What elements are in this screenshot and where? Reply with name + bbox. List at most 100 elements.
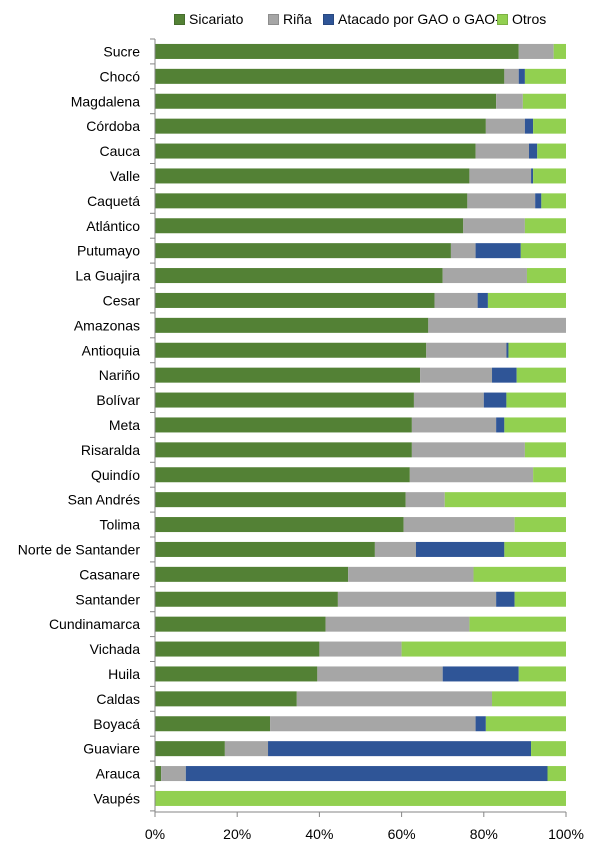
bar-segment-vichada-rina: [319, 641, 402, 657]
bar-segment-meta-otros: [504, 417, 566, 433]
category-label-san-andres: San Andrés: [68, 492, 140, 508]
bar-segment-santander-otros: [514, 591, 566, 607]
bar-segment-cordoba-otros: [533, 118, 566, 134]
x-tick-label-40pct: 40%: [305, 826, 333, 842]
bar-segment-meta-atacado-por-gao-o-gao-r: [496, 417, 505, 433]
bar-segment-tolima-otros: [514, 517, 566, 533]
legend-swatch-atacado: [323, 13, 334, 25]
bar-segment-narino-sicariato: [155, 367, 421, 383]
bar-segment-guaviare-rina: [224, 741, 269, 757]
category-label-meta: Meta: [109, 417, 140, 433]
category-label-magdalena: Magdalena: [71, 93, 140, 109]
category-label-risaralda: Risaralda: [81, 442, 140, 458]
category-label-tolima: Tolima: [100, 517, 141, 533]
bar-segment-atlantico-sicariato: [155, 218, 464, 234]
category-label-vaupes: Vaupés: [94, 790, 140, 806]
bar-segment-quindio-otros: [533, 467, 566, 483]
bar-segment-valle-rina: [469, 168, 532, 184]
category-label-atlantico: Atlántico: [86, 218, 140, 234]
bar-segment-boyaca-atacado-por-gao-o-gao-r: [475, 716, 486, 732]
bar-segment-atlantico-rina: [463, 218, 525, 234]
bar-segment-choco-atacado-por-gao-o-gao-r: [518, 68, 525, 84]
bar-segment-cesar-rina: [434, 292, 478, 308]
bar-segment-bolivar-otros: [506, 392, 566, 408]
bar-segment-risaralda-rina: [411, 442, 525, 458]
bar-segment-guaviare-sicariato: [155, 741, 225, 757]
bar-segment-antioquia-otros: [508, 342, 566, 358]
category-label-norte-de-santander: Norte de Santander: [18, 541, 141, 557]
bar-segment-santander-sicariato: [155, 591, 338, 607]
category-label-choco: Chocó: [100, 68, 141, 84]
bar-segment-amazonas-rina: [428, 317, 566, 333]
category-label-putumayo: Putumayo: [77, 243, 140, 259]
category-label-cundinamarca: Cundinamarca: [49, 616, 140, 632]
category-label-huila: Huila: [108, 666, 140, 682]
category-label-sucre: Sucre: [103, 43, 140, 59]
bar-segment-cordoba-atacado-por-gao-o-gao-r: [524, 118, 534, 134]
bar-segment-san-andres-sicariato: [155, 492, 406, 508]
bar-segment-caqueta-otros: [541, 193, 566, 209]
bar-segment-cordoba-rina: [485, 118, 525, 134]
bar-segment-amazonas-sicariato: [155, 317, 429, 333]
bar-segment-caqueta-atacado-por-gao-o-gao-r: [535, 193, 542, 209]
bar-segment-antioquia-rina: [426, 342, 507, 358]
bar-segment-cesar-sicariato: [155, 292, 435, 308]
legend-label-otros: Otros: [512, 11, 547, 27]
bar-segment-arauca-rina: [161, 766, 186, 782]
bar-segment-bolivar-rina: [413, 392, 484, 408]
category-label-boyaca: Boyacá: [93, 716, 140, 732]
legend-swatch-sicariato: [174, 13, 185, 25]
bar-segment-tolima-rina: [403, 517, 515, 533]
bar-segment-tolima-sicariato: [155, 517, 404, 533]
bar-segment-la-guajira-otros: [526, 268, 566, 284]
legend-swatch-otros: [497, 13, 508, 25]
bar-segment-norte-de-santander-atacado-por-gao-o-gao-r: [415, 541, 505, 557]
category-label-casanare: Casanare: [79, 566, 140, 582]
bar-segment-cauca-atacado-por-gao-o-gao-r: [529, 143, 538, 159]
bar-segment-risaralda-sicariato: [155, 442, 412, 458]
x-tick-label-0pct: 0%: [145, 826, 165, 842]
bar-segment-la-guajira-rina: [442, 268, 527, 284]
legend-label-rina: Riña: [283, 11, 312, 27]
bar-segment-casanare-rina: [348, 566, 474, 582]
bar-segment-antioquia-atacado-por-gao-o-gao-r: [506, 342, 509, 358]
category-label-caldas: Caldas: [96, 691, 140, 707]
category-label-cauca: Cauca: [100, 143, 141, 159]
category-label-la-guajira: La Guajira: [75, 268, 140, 284]
bar-segment-guaviare-atacado-por-gao-o-gao-r: [268, 741, 532, 757]
bar-segment-boyaca-otros: [485, 716, 566, 732]
bar-segment-risaralda-otros: [524, 442, 566, 458]
bar-segment-arauca-otros: [547, 766, 566, 782]
bar-segment-huila-sicariato: [155, 666, 318, 682]
bar-segment-choco-sicariato: [155, 68, 505, 84]
bar-segment-santander-rina: [337, 591, 497, 607]
category-label-valle: Valle: [110, 168, 140, 184]
bar-segment-caqueta-sicariato: [155, 193, 468, 209]
bar-segment-guaviare-otros: [531, 741, 566, 757]
bar-segment-norte-de-santander-otros: [504, 541, 566, 557]
legend: Sicariato Riña Atacado por GAO o GAO-r O…: [0, 9, 589, 29]
x-tick-label-60pct: 60%: [388, 826, 416, 842]
bar-segment-cesar-otros: [487, 292, 566, 308]
category-label-antioquia: Antioquia: [82, 342, 141, 358]
category-label-bolivar: Bolívar: [96, 392, 140, 408]
bar-segment-caldas-otros: [492, 691, 566, 707]
bar-segment-narino-rina: [420, 367, 493, 383]
legend-swatch-rina: [268, 13, 279, 25]
legend-item-rina: Riña: [268, 9, 312, 29]
bar-segment-putumayo-atacado-por-gao-o-gao-r: [475, 243, 521, 259]
bar-segment-caqueta-rina: [467, 193, 536, 209]
bar-segment-vichada-sicariato: [155, 641, 320, 657]
bar-segment-sucre-otros: [553, 43, 566, 59]
bar-segment-atlantico-otros: [524, 218, 566, 234]
bar-segment-choco-otros: [524, 68, 566, 84]
category-label-guaviare: Guaviare: [83, 741, 140, 757]
bar-segment-cundinamarca-sicariato: [155, 616, 326, 632]
bar-segment-magdalena-rina: [496, 93, 523, 109]
category-label-cordoba: Córdoba: [86, 118, 140, 134]
bar-segment-narino-atacado-por-gao-o-gao-r: [492, 367, 517, 383]
bar-segment-caldas-rina: [296, 691, 493, 707]
bar-segment-valle-atacado-por-gao-o-gao-r: [531, 168, 534, 184]
bar-segment-huila-rina: [317, 666, 443, 682]
